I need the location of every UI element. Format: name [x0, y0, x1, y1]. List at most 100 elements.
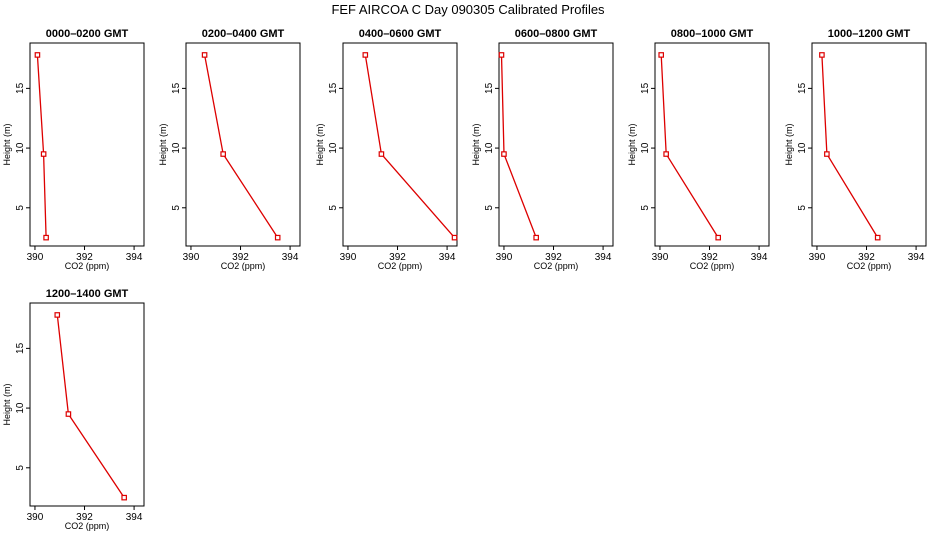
- x-tick-label: 392: [701, 252, 718, 263]
- data-point: [819, 52, 825, 58]
- plot-frame: [185, 42, 301, 247]
- x-tick-label: 390: [27, 252, 44, 263]
- profile-line: [56, 314, 125, 498]
- y-tick-label: 5: [15, 205, 26, 211]
- data-point: [201, 52, 208, 58]
- profile-panel-3: 0400–0600 GMT 390 392 394 5 10 15 CO2 (ppm) Heig…: [315, 28, 458, 271]
- profile-line: [364, 54, 455, 239]
- x-tick-label: 394: [126, 512, 143, 523]
- panel-title: 0600–0800 GMT: [515, 28, 598, 40]
- y-axis-label: Height (m): [158, 123, 168, 165]
- y-tick-label: 15: [640, 82, 651, 94]
- profile-line: [203, 54, 279, 238]
- data-point: [533, 234, 539, 241]
- x-tick-label: 390: [652, 252, 669, 263]
- data-point: [43, 234, 49, 241]
- panel-title: 0400–0600 GMT: [359, 28, 442, 40]
- y-tick-label: 10: [15, 402, 26, 414]
- x-tick-label: 394: [439, 252, 456, 263]
- profile-line: [500, 54, 537, 238]
- x-tick-label: 390: [340, 252, 357, 263]
- profile-panel-5: 0800–1000 GMT 390 392 394 5 10 15 CO2 (ppm) Heig…: [627, 28, 770, 271]
- data-point: [121, 494, 127, 501]
- data-point: [874, 234, 881, 241]
- profile-panel-6: 1000–1200 GMT 390 392 394 5 10 15 CO2 (ppm) Heig…: [784, 28, 927, 271]
- data-point: [501, 151, 507, 157]
- y-tick-label: 10: [797, 142, 808, 154]
- panel-title: 1000–1200 GMT: [828, 28, 911, 40]
- plot-frame: [342, 42, 458, 247]
- profile-line: [821, 54, 879, 238]
- x-tick-label: 390: [27, 512, 44, 523]
- x-tick-label: 390: [183, 252, 200, 263]
- panel-title: 0200–0400 GMT: [202, 28, 285, 40]
- x-tick-label: 394: [595, 252, 612, 263]
- y-axis-label: Height (m): [2, 383, 12, 425]
- x-tick-label: 392: [389, 252, 406, 263]
- y-tick-label: 10: [484, 142, 495, 154]
- plot-frame: [498, 42, 614, 247]
- data-point: [451, 234, 458, 241]
- data-point: [34, 52, 41, 58]
- y-tick-label: 5: [484, 205, 495, 211]
- y-tick-label: 5: [171, 205, 182, 211]
- x-tick-label: 392: [545, 252, 562, 263]
- profile-panel-1: 0000–0200 GMT 390 392 394 5 10 15 CO2 (ppm) Heig…: [2, 28, 145, 271]
- x-tick-label: 392: [76, 252, 93, 263]
- y-tick-label: 10: [171, 142, 182, 154]
- data-point: [663, 151, 669, 157]
- x-tick-label: 394: [908, 252, 925, 263]
- profile-panel-7: 1200–1400 GMT 390 392 394 5 10 15 CO2 (ppm) Heig…: [2, 288, 145, 531]
- y-tick-label: 5: [15, 465, 26, 471]
- x-tick-label: 394: [282, 252, 299, 263]
- plot-frame: [29, 42, 145, 247]
- x-axis-label: CO2 (ppm): [221, 261, 266, 271]
- plot-frame: [29, 302, 145, 507]
- x-tick-label: 394: [751, 252, 768, 263]
- x-tick-label: 394: [126, 252, 143, 263]
- x-axis-label: CO2 (ppm): [65, 521, 110, 531]
- y-tick-label: 10: [640, 142, 651, 154]
- y-axis-label: Height (m): [627, 123, 637, 165]
- data-point: [824, 151, 830, 157]
- y-axis-label: Height (m): [784, 123, 794, 165]
- y-tick-label: 15: [484, 82, 495, 94]
- plot-frame: [811, 42, 927, 247]
- y-tick-label: 15: [328, 82, 339, 94]
- data-point: [715, 234, 721, 241]
- y-axis-label: Height (m): [2, 123, 12, 165]
- data-point: [658, 52, 664, 58]
- x-tick-label: 392: [76, 512, 93, 523]
- y-tick-label: 15: [797, 82, 808, 94]
- data-point: [65, 411, 72, 417]
- panel-title: 0800–1000 GMT: [671, 28, 754, 40]
- profile-line: [660, 54, 719, 238]
- y-axis-label: Height (m): [471, 123, 481, 165]
- profile-line: [36, 54, 47, 238]
- data-point: [498, 52, 505, 58]
- panel-title: 1200–1400 GMT: [46, 288, 129, 300]
- x-tick-label: 390: [496, 252, 513, 263]
- data-point: [220, 151, 226, 157]
- y-tick-label: 5: [797, 205, 808, 211]
- x-tick-label: 390: [809, 252, 826, 263]
- x-tick-label: 392: [858, 252, 875, 263]
- panel-title: 0000–0200 GMT: [46, 28, 129, 40]
- data-point: [378, 151, 385, 157]
- x-axis-label: CO2 (ppm): [847, 261, 892, 271]
- profile-panel-4: 0600–0800 GMT 390 392 394 5 10 15 CO2 (ppm) Heig…: [471, 28, 614, 271]
- x-axis-label: CO2 (ppm): [65, 261, 110, 271]
- y-tick-label: 15: [15, 82, 26, 94]
- y-tick-label: 10: [328, 142, 339, 154]
- y-tick-label: 15: [171, 82, 182, 94]
- y-tick-label: 15: [15, 342, 26, 354]
- data-point: [274, 234, 281, 241]
- data-point: [362, 52, 369, 58]
- page-title: FEF AIRCOA C Day 090305 Calibrated Profi…: [331, 2, 605, 17]
- profile-panel-2: 0200–0400 GMT 390 392 394 5 10 15 CO2 (ppm) Heig…: [158, 28, 301, 271]
- data-point: [54, 312, 61, 318]
- x-axis-label: CO2 (ppm): [534, 261, 579, 271]
- y-tick-label: 5: [640, 205, 651, 211]
- plot-frame: [654, 42, 770, 247]
